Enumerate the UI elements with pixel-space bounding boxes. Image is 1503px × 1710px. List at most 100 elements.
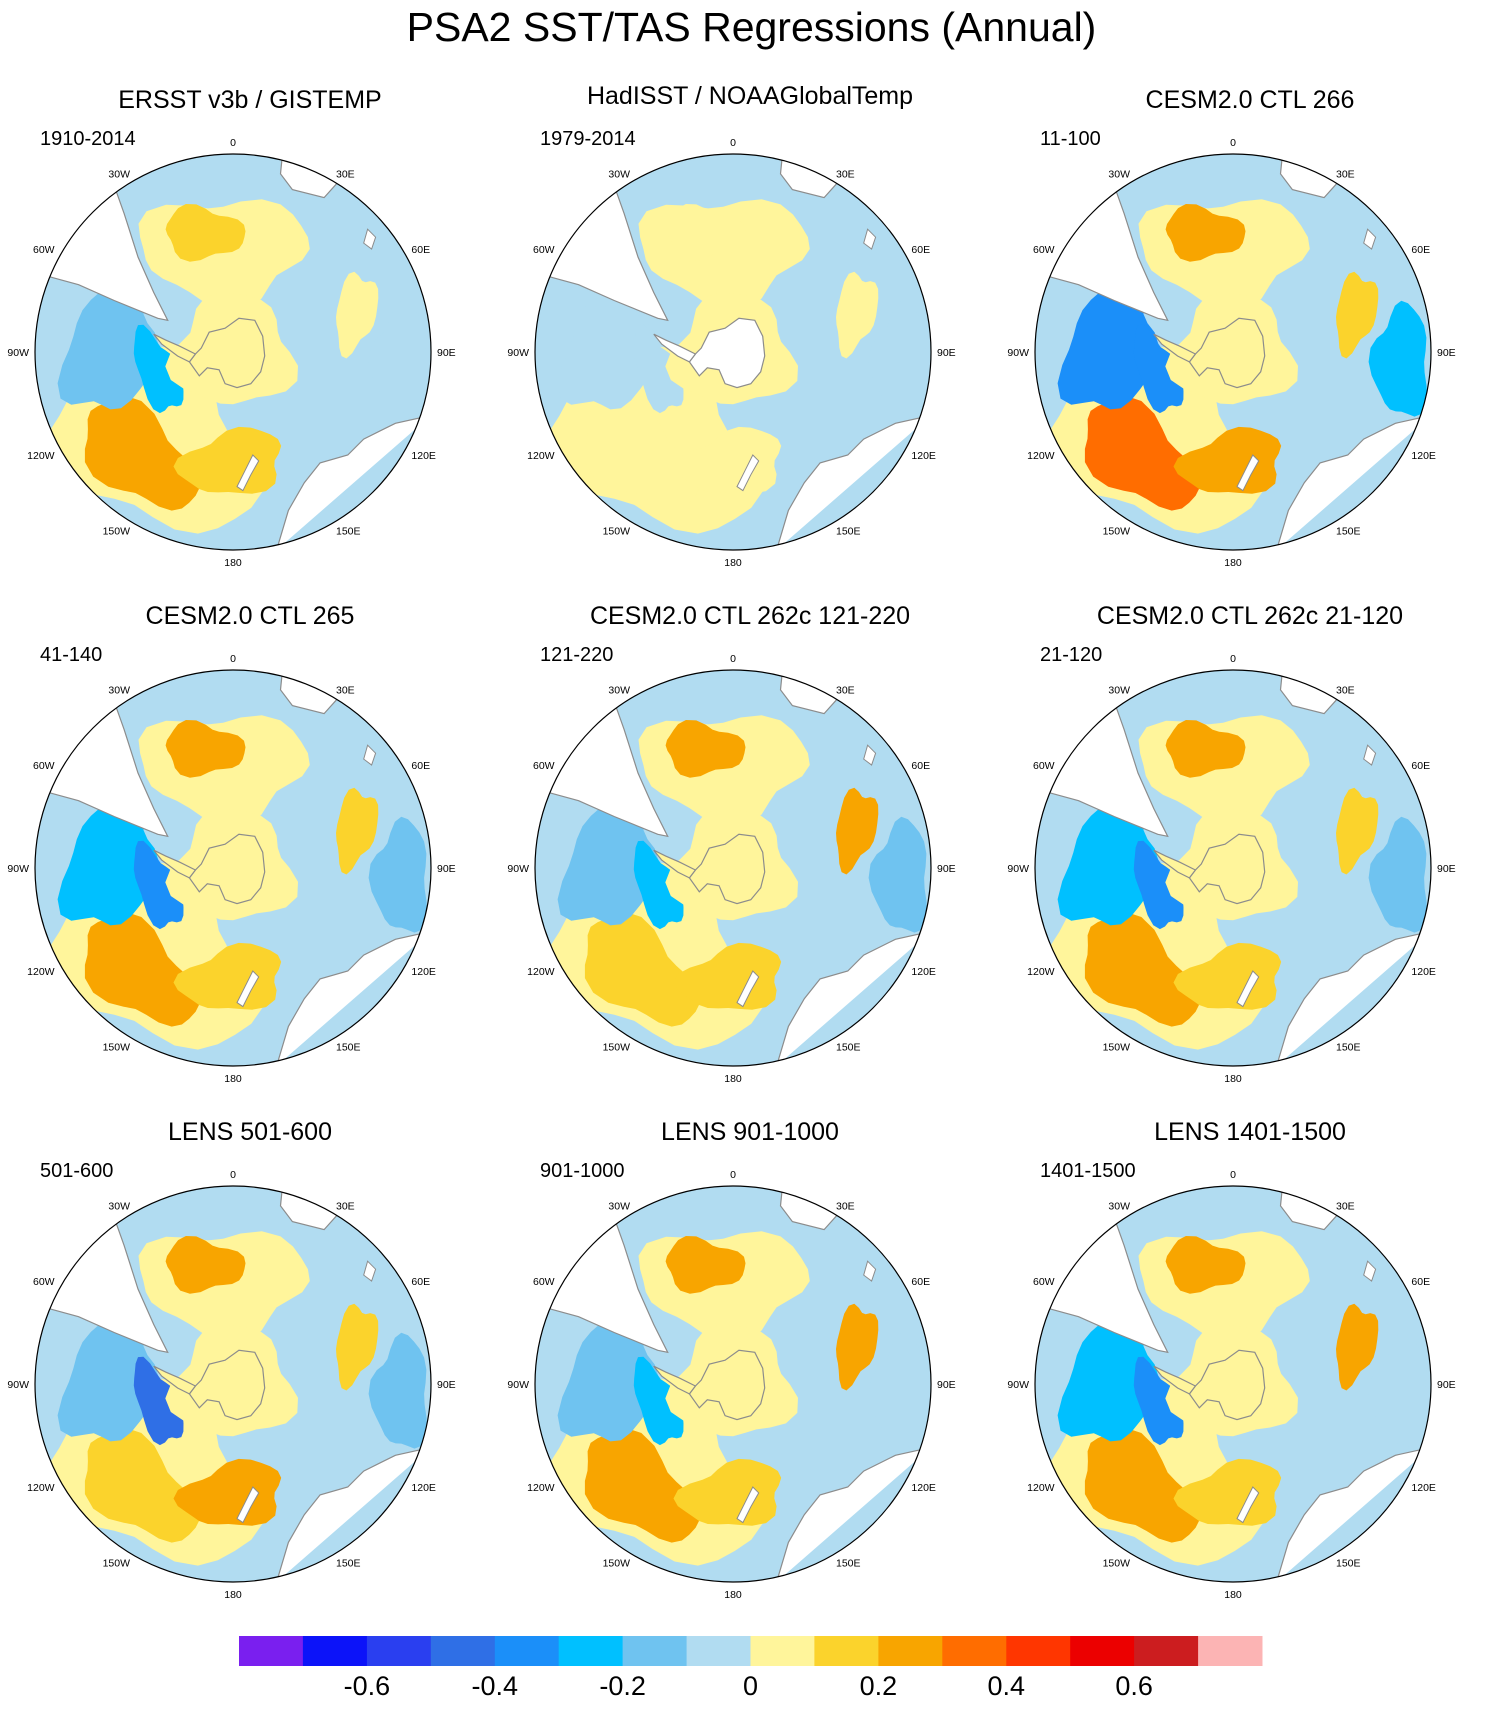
longitude-label-90W: 90W	[7, 347, 29, 359]
new-zealand-coastline	[1236, 970, 1260, 1008]
map-field	[535, 670, 931, 1066]
longitude-label-180: 180	[724, 557, 742, 569]
colorbar-tick-label: 0.6	[1115, 1671, 1153, 1701]
longitude-label-60W: 60W	[33, 760, 55, 772]
colorbar-swatch-15	[1198, 1636, 1263, 1666]
longitude-label-30E: 30E	[836, 1201, 855, 1213]
longitude-label-150W: 150W	[603, 525, 631, 537]
longitude-label-0: 0	[230, 1169, 236, 1181]
south-america-coastline	[535, 185, 669, 322]
longitude-label-30E: 30E	[1336, 1201, 1355, 1213]
antarctic-peninsula	[653, 1365, 697, 1395]
antarctica-coastline	[1188, 833, 1266, 905]
antarctic-peninsula	[1153, 1365, 1197, 1395]
colorbar-swatch-6	[622, 1636, 687, 1666]
map-panel-9: LENS 1401-1500 1401-1500 0 30E 60E 90E 120E 1…	[1000, 1102, 1500, 1632]
new-zealand-coastline	[236, 1486, 260, 1524]
eastern-cool	[1368, 816, 1427, 933]
longitude-label-30E: 30E	[1336, 169, 1355, 181]
longitude-label-150E: 150E	[1336, 1041, 1361, 1053]
south-america-coastline	[1035, 701, 1169, 838]
new-zealand-coastline	[736, 970, 760, 1008]
longitude-label-0: 0	[230, 653, 236, 665]
pacific-warm-core	[584, 1428, 701, 1543]
longitude-label-30W: 30W	[1108, 685, 1130, 697]
longitude-label-60E: 60E	[1411, 244, 1430, 256]
antarctic-peninsula	[153, 333, 197, 363]
antarctica-coastline	[188, 1349, 266, 1421]
ross-sea-anomaly	[1173, 942, 1282, 1010]
longitude-label-0: 0	[1230, 653, 1236, 665]
polar-map: 0 30E 60E 90E 120E 150E 180 150W 120W 90W 60W 30W	[7, 1169, 456, 1601]
panel-title: CESM2.0 CTL 266	[1145, 86, 1355, 114]
polar-map: 0 30E 60E 90E 120E 150E 180 150W 120W 90W 60W 30W	[7, 137, 456, 569]
map-border	[34, 153, 432, 551]
africa-coastline	[1279, 154, 1343, 199]
longitude-label-60E: 60E	[411, 1276, 430, 1288]
longitude-label-90E: 90E	[1437, 347, 1456, 359]
longitude-label-180: 180	[724, 1589, 742, 1601]
longitude-label-90W: 90W	[507, 347, 529, 359]
longitude-label-0: 0	[230, 137, 236, 149]
longitude-label-150W: 150W	[103, 1557, 131, 1569]
colorbar-swatch-11	[942, 1636, 1007, 1666]
longitude-label-150E: 150E	[1336, 525, 1361, 537]
longitude-label-120W: 120W	[527, 966, 555, 978]
longitude-label-0: 0	[730, 653, 736, 665]
panel-title: HadISST / NOAAGlobalTemp	[586, 82, 914, 110]
longitude-label-180: 180	[224, 1589, 242, 1601]
longitude-label-150W: 150W	[603, 1557, 631, 1569]
atlantic-warm-core	[165, 204, 246, 262]
longitude-label-90E: 90E	[437, 1379, 456, 1391]
longitude-label-60W: 60W	[533, 1276, 555, 1288]
colorbar-swatch-7	[686, 1636, 751, 1666]
longitude-label-150E: 150E	[836, 1557, 861, 1569]
longitude-label-60W: 60W	[1033, 760, 1055, 772]
madagascar-coastline	[363, 744, 377, 766]
panel-title: ERSST v3b / GISTEMP	[118, 86, 382, 114]
panel-title: LENS 501-600	[167, 1118, 332, 1146]
longitude-label-180: 180	[224, 557, 242, 569]
longitude-label-120E: 120E	[1411, 966, 1436, 978]
pacific-warm-core	[1084, 1428, 1201, 1543]
antarctica-coastline	[1188, 1349, 1266, 1421]
eastern-cool	[1368, 300, 1427, 417]
longitude-label-150E: 150E	[336, 1041, 361, 1053]
colorbar-swatch-1	[302, 1636, 368, 1666]
panel-title: LENS 901-1000	[661, 1118, 839, 1146]
polar-map: 0 30E 60E 90E 120E 150E 180 150W 120W 90W 60W 30W	[7, 653, 455, 1085]
antarctic-peninsula	[653, 333, 697, 363]
longitude-label-30E: 30E	[336, 1201, 355, 1213]
south-america-coastline	[35, 1217, 169, 1354]
eastern-cool	[868, 1332, 927, 1449]
pacific-warm-core	[1084, 912, 1201, 1027]
africa-coastline	[779, 1186, 843, 1231]
indian-warm	[836, 1303, 879, 1391]
longitude-label-120E: 120E	[411, 450, 436, 462]
longitude-label-120W: 120W	[27, 966, 55, 978]
map-field	[535, 1186, 931, 1582]
longitude-label-0: 0	[1230, 137, 1236, 149]
south-america-coastline	[535, 701, 669, 838]
panel-title: CESM2.0 CTL 262c 21-120	[1096, 602, 1404, 630]
amundsen-cool	[133, 840, 184, 930]
polar-map: 0 30E 60E 90E 120E 150E 180 150W 120W 90W 60W 30W	[1007, 653, 1455, 1085]
longitude-label-30W: 30W	[1108, 1201, 1130, 1213]
antarctic-peninsula	[153, 849, 197, 879]
map-field	[535, 154, 931, 550]
longitude-label-90W: 90W	[1007, 347, 1029, 359]
africa-coastline	[279, 670, 343, 715]
map-panel-2: HadISST / NOAAGlobalTemp 1979-2014 0 30E 6…	[500, 70, 1000, 600]
antarctic-peninsula	[653, 849, 697, 879]
colorbar-swatch-5	[558, 1636, 624, 1666]
panel-period: 1910-2014	[40, 128, 136, 150]
longitude-label-90E: 90E	[437, 347, 456, 359]
pacific-warm-core	[84, 912, 201, 1027]
colorbar-tick-label: -0.4	[472, 1671, 519, 1701]
map-panel-1: ERSST v3b / GISTEMP 1910-2014 0 30E 60E 90E…	[0, 70, 500, 600]
colorbar-swatch-10	[878, 1636, 943, 1666]
longitude-label-60E: 60E	[911, 1276, 930, 1288]
longitude-label-150W: 150W	[1103, 1041, 1131, 1053]
longitude-label-120W: 120W	[27, 450, 55, 462]
longitude-label-180: 180	[724, 1073, 742, 1085]
